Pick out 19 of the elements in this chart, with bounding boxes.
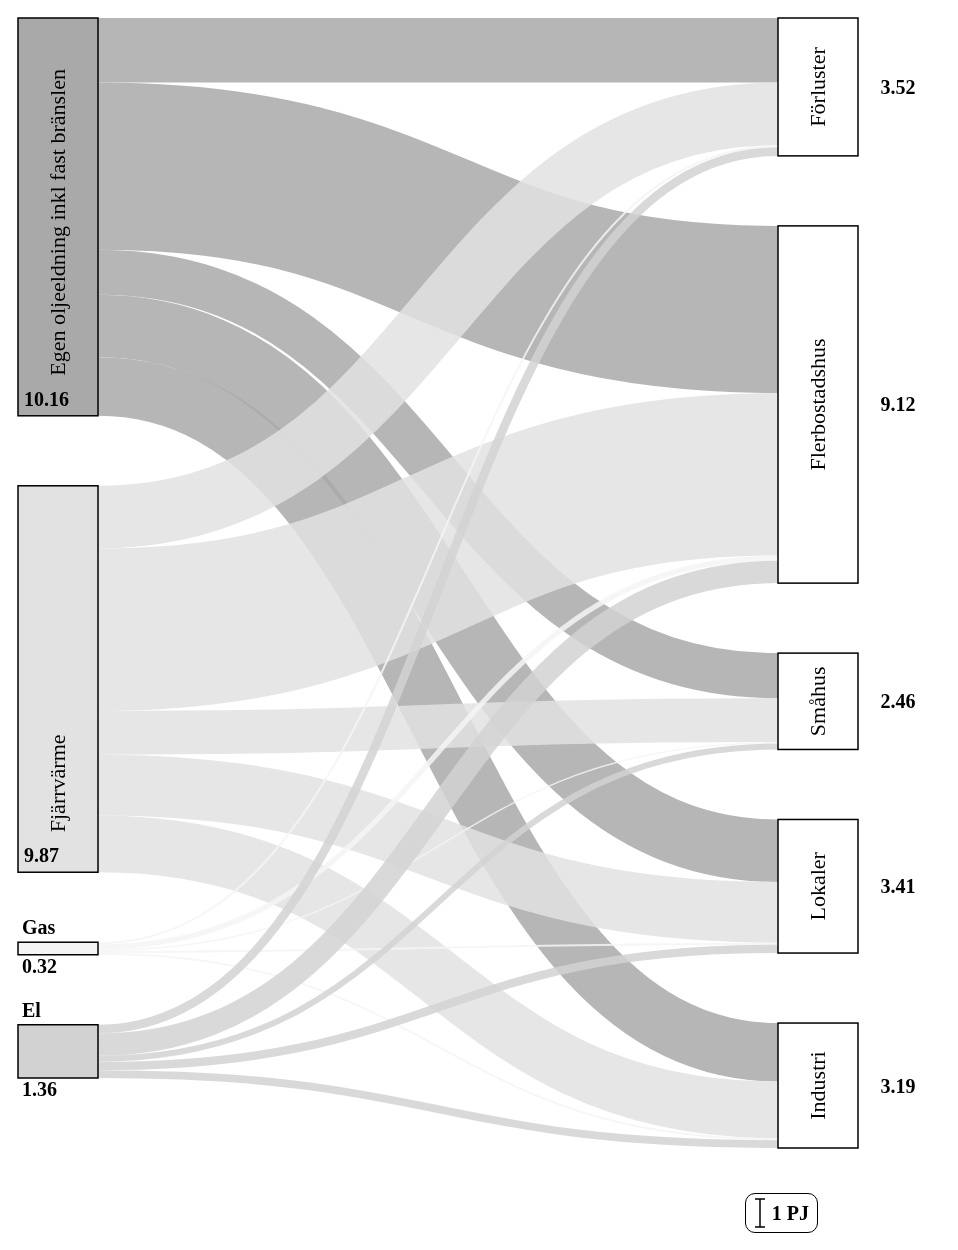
data-label: 3.52 [880, 75, 916, 98]
category-label: Industri [805, 1051, 831, 1120]
category-label: Egen oljeeldning inkl fast bränslen [45, 69, 71, 376]
text: 1 PJ [771, 1201, 809, 1225]
data-label: 1.36 [22, 1078, 57, 1100]
category-label: El [22, 998, 42, 1021]
data-label: 0.32 [22, 954, 57, 977]
category-label: Förluster [805, 46, 831, 127]
category-label: Fjärrvärme [45, 734, 71, 833]
data-label: 3.19 [880, 1074, 916, 1097]
data-label: 2.46 [880, 690, 916, 713]
category-label: Gas [22, 916, 56, 939]
data-label: 10.16 [24, 387, 69, 410]
data-label: 3.41 [880, 875, 916, 898]
data-label: 9.87 [24, 844, 59, 867]
category-label: Lokaler [805, 851, 831, 921]
data-label: 9.12 [880, 393, 916, 416]
category-label: Flerbostadshus [805, 338, 831, 471]
category-label: Småhus [805, 666, 831, 737]
